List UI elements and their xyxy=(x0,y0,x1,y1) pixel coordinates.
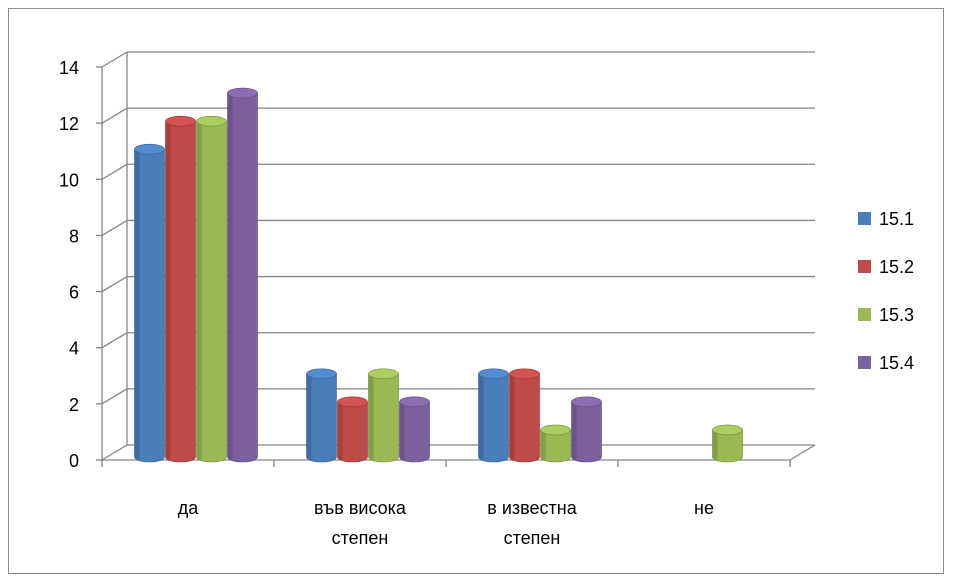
y-axis-ticks: 0 2 4 6 8 10 12 14 xyxy=(59,58,102,471)
bar xyxy=(134,143,165,463)
bar xyxy=(478,368,509,463)
bar xyxy=(571,396,602,463)
bar xyxy=(399,396,430,463)
legend-swatch xyxy=(858,356,871,369)
legend: 15.1 15.2 15.3 15.4 xyxy=(858,209,914,373)
y-tick-label: 4 xyxy=(69,339,79,359)
bar xyxy=(509,368,540,463)
gridline-side xyxy=(101,332,128,349)
y-tick-label: 10 xyxy=(59,170,79,190)
y-tick-label: 6 xyxy=(69,283,79,303)
bar xyxy=(306,368,337,463)
bars xyxy=(134,87,743,463)
gridline-side xyxy=(101,51,128,68)
legend-item: 15.2 xyxy=(858,257,914,277)
gridline-side xyxy=(101,276,128,293)
legend-label: 15.1 xyxy=(879,209,914,229)
legend-label: 15.3 xyxy=(879,305,914,325)
legend-swatch xyxy=(858,308,871,321)
legend-item: 15.4 xyxy=(858,353,914,373)
y-tick-label: 8 xyxy=(69,226,79,246)
legend-swatch xyxy=(858,260,871,273)
legend-label: 15.4 xyxy=(879,353,914,373)
floor-edge xyxy=(789,444,816,461)
x-axis-categories: да във висока степен в известна степен не xyxy=(101,460,791,548)
category-label: да xyxy=(178,498,200,518)
bar xyxy=(165,115,196,463)
bar xyxy=(196,115,227,463)
legend-item: 15.3 xyxy=(858,305,914,325)
bar xyxy=(227,87,258,463)
gridline-side xyxy=(101,444,128,461)
gridline-side xyxy=(101,107,128,124)
y-tick-label: 14 xyxy=(59,58,79,78)
legend-swatch xyxy=(858,212,871,225)
gridline-side xyxy=(101,163,128,180)
category-label: не xyxy=(694,498,714,518)
bar xyxy=(368,368,399,463)
category-label: в известна степен xyxy=(487,498,577,548)
gridline-side xyxy=(101,388,128,405)
legend-label: 15.2 xyxy=(879,257,914,277)
bar xyxy=(540,424,571,463)
y-tick-label: 12 xyxy=(59,114,79,134)
y-tick-label: 2 xyxy=(69,395,79,415)
gridline-side xyxy=(101,219,128,236)
bar xyxy=(337,396,368,463)
bar xyxy=(712,424,743,463)
category-label: във висока степен xyxy=(314,498,407,548)
y-tick-label: 0 xyxy=(69,451,79,471)
legend-item: 15.1 xyxy=(858,209,914,229)
